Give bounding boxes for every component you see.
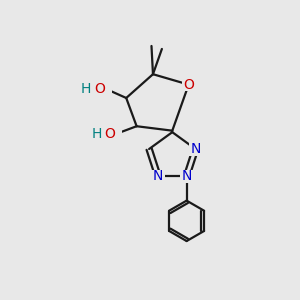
FancyBboxPatch shape — [189, 142, 202, 155]
FancyBboxPatch shape — [152, 170, 164, 183]
Text: O: O — [104, 127, 115, 141]
Text: H: H — [91, 127, 102, 141]
FancyBboxPatch shape — [90, 126, 122, 141]
FancyBboxPatch shape — [182, 78, 195, 91]
Text: O: O — [183, 78, 194, 92]
Text: N: N — [190, 142, 201, 156]
FancyBboxPatch shape — [180, 170, 193, 183]
FancyBboxPatch shape — [79, 82, 112, 97]
Text: N: N — [182, 169, 192, 183]
Text: O: O — [94, 82, 105, 96]
Text: H: H — [81, 82, 91, 96]
Text: N: N — [153, 169, 163, 183]
